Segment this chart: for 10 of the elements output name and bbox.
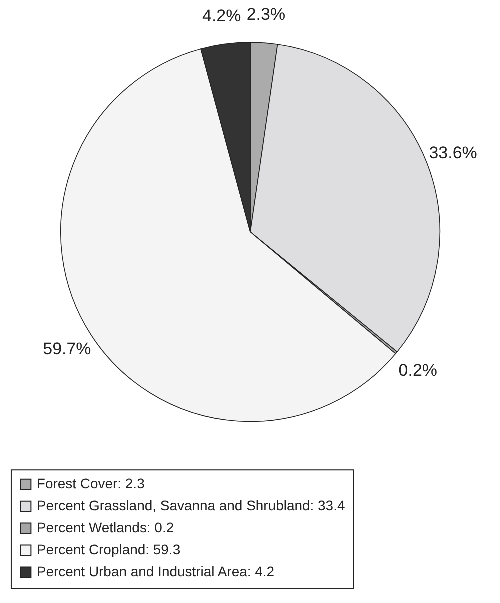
data-label: 4.2%	[202, 6, 242, 26]
legend-label: Percent Grassland, Savanna and Shrubland: 33.4	[36, 498, 346, 514]
data-label: 2.3%	[246, 5, 286, 24]
legend-label: Percent Urban and Industrial Area: 4.2	[36, 563, 275, 580]
data-label: 33.6%	[429, 143, 478, 162]
data-label: 59.7%	[43, 339, 92, 358]
legend-label: Percent Wetlands: 0.2	[36, 520, 174, 536]
data-label: 0.2%	[398, 360, 438, 380]
legend-label: Forest Cover: 2.3	[36, 476, 146, 492]
legend-label: Percent Cropland: 59.3	[36, 541, 181, 558]
